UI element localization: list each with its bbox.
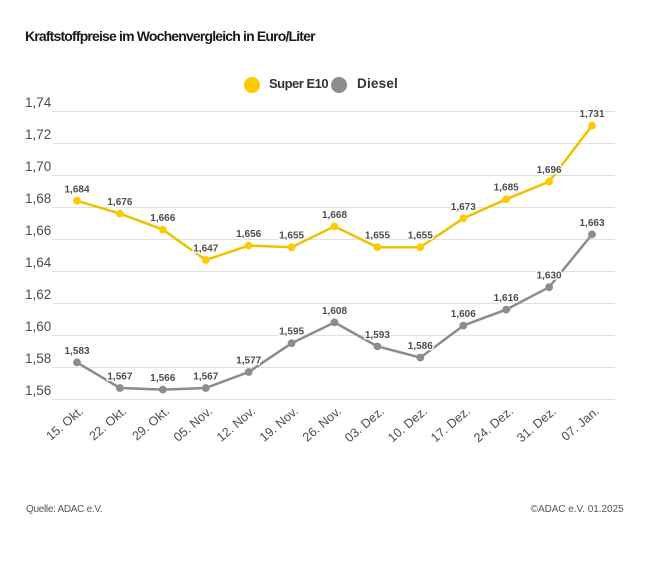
svg-text:1,66: 1,66 xyxy=(25,223,51,238)
svg-text:1,74: 1,74 xyxy=(25,95,52,110)
svg-text:1,60: 1,60 xyxy=(25,319,51,334)
svg-text:1,731: 1,731 xyxy=(579,109,604,120)
svg-text:1,673: 1,673 xyxy=(451,202,476,213)
svg-text:1,595: 1,595 xyxy=(279,327,304,338)
svg-text:1,62: 1,62 xyxy=(25,287,51,302)
svg-text:1,655: 1,655 xyxy=(279,231,304,242)
svg-text:1,668: 1,668 xyxy=(322,210,347,221)
svg-text:1,684: 1,684 xyxy=(64,184,89,195)
svg-text:1,583: 1,583 xyxy=(64,346,89,357)
svg-text:1,606: 1,606 xyxy=(451,309,476,320)
svg-text:1,566: 1,566 xyxy=(150,373,175,384)
svg-text:1,68: 1,68 xyxy=(25,191,51,206)
svg-text:1,696: 1,696 xyxy=(537,165,562,176)
svg-text:1,647: 1,647 xyxy=(193,244,218,255)
svg-text:1,666: 1,666 xyxy=(150,213,175,224)
svg-text:1,586: 1,586 xyxy=(408,341,433,352)
svg-text:1,655: 1,655 xyxy=(408,231,433,242)
svg-text:1,64: 1,64 xyxy=(25,255,52,270)
svg-text:1,58: 1,58 xyxy=(25,351,51,366)
svg-text:1,630: 1,630 xyxy=(537,271,562,282)
svg-text:1,608: 1,608 xyxy=(322,306,347,317)
svg-text:1,56: 1,56 xyxy=(25,383,51,398)
svg-text:1,616: 1,616 xyxy=(494,293,519,304)
svg-text:1,655: 1,655 xyxy=(365,231,390,242)
svg-text:1,656: 1,656 xyxy=(236,229,261,240)
svg-text:1,70: 1,70 xyxy=(25,159,51,174)
svg-text:1,577: 1,577 xyxy=(236,356,261,367)
svg-text:1,676: 1,676 xyxy=(107,197,132,208)
svg-text:1,593: 1,593 xyxy=(365,330,390,341)
svg-text:1,685: 1,685 xyxy=(494,183,519,194)
svg-text:1,663: 1,663 xyxy=(579,218,604,229)
svg-text:1,567: 1,567 xyxy=(193,372,218,383)
svg-text:1,72: 1,72 xyxy=(25,127,51,142)
svg-text:1,567: 1,567 xyxy=(107,372,132,383)
